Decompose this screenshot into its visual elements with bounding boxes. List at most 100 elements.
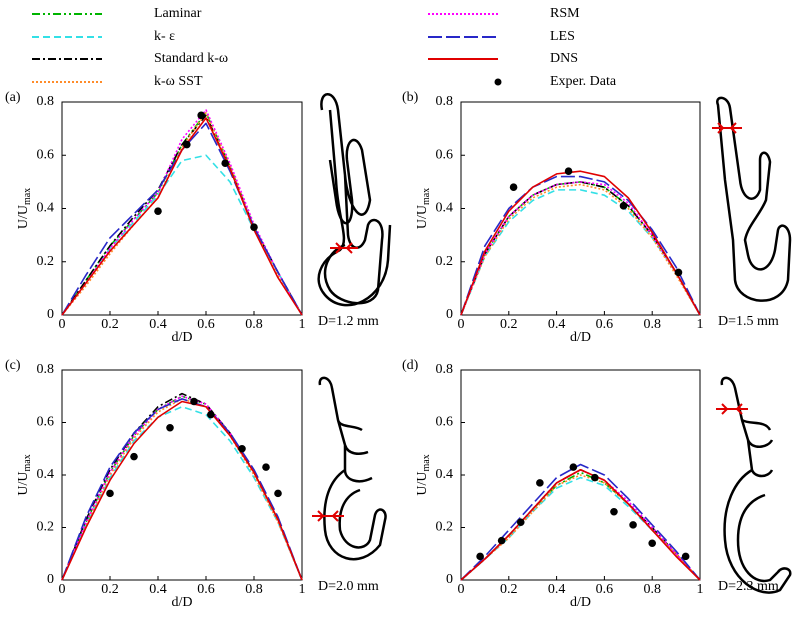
x-tick-label: 0.4	[149, 317, 167, 332]
y-tick-label: 0	[47, 572, 54, 587]
exp-point	[106, 489, 114, 498]
series-line	[61, 111, 303, 316]
y-tick-label: 0.6	[436, 415, 454, 430]
y-tick-label: 0.2	[37, 520, 55, 535]
y-axis-label-main: U/U	[415, 205, 430, 229]
exp-point	[516, 518, 525, 527]
exp-point	[130, 452, 138, 461]
x-tick-label: 1	[299, 317, 306, 332]
x-tick-label: 0.2	[101, 582, 119, 597]
series-line	[61, 109, 303, 316]
section-marker-d	[716, 403, 748, 415]
panel-caption: D=1.5 mm	[718, 314, 779, 329]
exp-point	[154, 207, 162, 215]
section-marker-a	[330, 242, 358, 254]
x-tick-label: 0.2	[101, 317, 119, 332]
exp-point	[190, 397, 198, 406]
series-line	[460, 181, 701, 316]
x-tick-label: 0.8	[643, 582, 661, 597]
vessel-diagrams	[312, 93, 792, 594]
x-tick-label: 0.4	[548, 582, 566, 597]
y-axis-label-sub: max	[22, 188, 33, 205]
y-axis-label-sub: max	[421, 454, 432, 471]
exp-point	[509, 183, 518, 191]
series-line	[61, 400, 303, 581]
x-tick-label: 0.2	[500, 317, 518, 332]
y-axis-label-sub: max	[22, 454, 33, 471]
plot-frame	[61, 101, 303, 316]
panel-label: (d)	[402, 358, 419, 373]
x-tick-label: 0.2	[500, 582, 518, 597]
exp-point	[238, 444, 246, 453]
exp-point	[207, 410, 215, 419]
vessel-a	[320, 93, 384, 305]
series-line	[61, 122, 303, 316]
y-axis-label-main: U/U	[415, 472, 430, 496]
x-tick-label: 0.4	[149, 582, 167, 597]
exp-point	[183, 140, 191, 149]
legend-marker	[494, 78, 502, 86]
x-tick-label: 0	[458, 317, 465, 332]
exp-point	[648, 539, 656, 548]
y-tick-label: 0.2	[436, 520, 454, 535]
exp-point	[497, 536, 506, 545]
y-tick-label: 0	[446, 307, 453, 322]
vessel-b	[716, 96, 792, 302]
y-tick-label: 0.6	[436, 147, 454, 162]
series-line	[460, 170, 701, 316]
legend-label: Exper. Data	[550, 74, 617, 89]
legend-label: RSM	[550, 6, 580, 21]
series-line	[460, 476, 701, 581]
vessel-d	[720, 376, 792, 594]
y-axis-label: U/Umax	[415, 188, 432, 229]
series-line	[460, 175, 701, 316]
series-line	[460, 468, 701, 581]
y-tick-label: 0.2	[436, 254, 454, 269]
exp-point	[674, 268, 683, 277]
panel-caption: D=2.0 mm	[318, 579, 379, 594]
series-line	[460, 471, 701, 581]
exp-point	[629, 521, 637, 529]
y-axis-label-main: U/U	[16, 205, 31, 229]
series-line	[460, 463, 701, 581]
section-marker-c	[312, 510, 344, 522]
exp-point	[564, 167, 573, 176]
vessel-a-inner	[317, 109, 392, 307]
y-tick-label: 0.6	[37, 147, 55, 162]
y-tick-label: 0.8	[436, 362, 454, 377]
y-axis-label: U/Umax	[16, 454, 33, 495]
exp-point	[274, 489, 282, 498]
exp-point	[610, 507, 618, 516]
x-axis-label: d/D	[570, 595, 591, 610]
y-tick-label: 0.4	[436, 467, 454, 482]
exp-point	[681, 552, 690, 561]
x-tick-label: 1	[697, 317, 704, 332]
y-tick-label: 0	[47, 307, 54, 322]
x-tick-label: 1	[697, 582, 704, 597]
series-line	[460, 183, 701, 316]
exp-point	[250, 223, 258, 231]
y-axis-label: U/Umax	[415, 454, 432, 495]
x-axis-label: d/D	[172, 595, 193, 610]
y-tick-label: 0.4	[37, 201, 55, 216]
panel-label: (c)	[5, 358, 21, 373]
y-tick-label: 0.4	[436, 201, 454, 216]
series-line	[61, 398, 303, 581]
x-tick-label: 0.6	[596, 582, 614, 597]
legend-label: k- ε	[154, 29, 175, 44]
series-line	[61, 395, 303, 581]
exp-point	[569, 463, 578, 471]
panel-caption: D=2.3 mm	[718, 579, 779, 594]
exp-point	[221, 159, 229, 168]
y-axis-label-main: U/U	[16, 472, 31, 496]
x-axis-label: d/D	[172, 330, 193, 345]
panel-label: (b)	[402, 90, 419, 105]
legend-label: DNS	[550, 51, 578, 66]
legend-label: k-ω SST	[154, 74, 203, 89]
x-axis-label: d/D	[570, 330, 591, 345]
series-line	[61, 111, 303, 316]
series-line	[460, 474, 701, 581]
panel-label: (a)	[5, 90, 21, 105]
panel-caption: D=1.2 mm	[318, 314, 379, 329]
